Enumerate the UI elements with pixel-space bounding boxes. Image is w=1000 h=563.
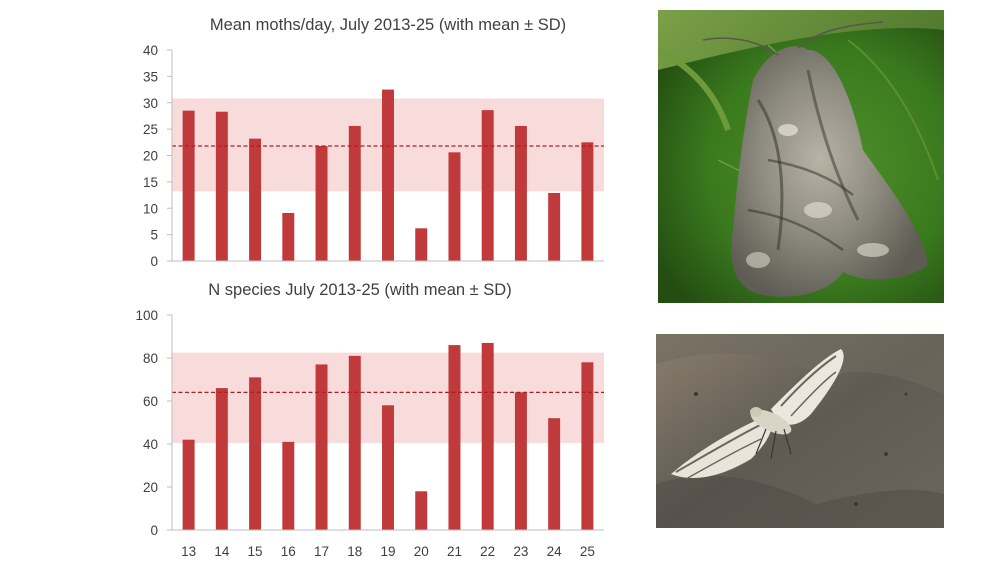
- x-tick-label: 23: [513, 544, 528, 559]
- bar-19: [382, 405, 394, 530]
- x-tick-label: 21: [447, 544, 462, 559]
- y-tick-label: 60: [143, 394, 158, 409]
- chart-n-species: N species July 2013-25 (with mean ± SD) …: [0, 275, 640, 563]
- moth-pale-pug-on-rock-photo: [656, 334, 944, 528]
- bar-15: [249, 138, 262, 261]
- y-tick-label: 40: [143, 43, 158, 58]
- moth-grey-mottled-on-leaf-photo: [658, 10, 944, 303]
- x-tick-label: 15: [248, 544, 263, 559]
- x-tick-label: 18: [347, 544, 362, 559]
- bar-14: [215, 111, 228, 261]
- bar-14: [215, 388, 228, 530]
- x-tick-label: 17: [314, 544, 329, 559]
- bar-24: [548, 192, 561, 261]
- x-tick-label: 25: [580, 544, 595, 559]
- bar-20: [415, 228, 428, 261]
- chart-title: Mean moths/day, July 2013-25 (with mean …: [210, 16, 566, 34]
- bar-23: [514, 392, 527, 530]
- y-tick-label: 10: [143, 201, 158, 216]
- x-tick-label: 22: [480, 544, 495, 559]
- bar-15: [249, 377, 262, 530]
- bar-22: [481, 342, 494, 530]
- chart-mean-moths-per-day: Mean moths/day, July 2013-25 (with mean …: [0, 0, 640, 275]
- y-tick-label: 20: [143, 480, 158, 495]
- y-tick-label: 0: [150, 254, 158, 269]
- y-tick-label: 35: [143, 69, 158, 84]
- x-tick-label: 14: [214, 544, 230, 559]
- bar-25: [581, 142, 594, 261]
- bar-13: [182, 439, 195, 530]
- x-tick-label: 20: [414, 544, 429, 559]
- y-tick-label: 100: [135, 308, 158, 323]
- bar-20: [415, 491, 428, 530]
- bar-22: [481, 110, 494, 261]
- y-tick-label: 15: [143, 175, 158, 190]
- chart-title: N species July 2013-25 (with mean ± SD): [208, 281, 511, 299]
- x-tick-label: 19: [380, 544, 395, 559]
- x-tick-label: 24: [547, 544, 563, 559]
- y-tick-label: 80: [143, 351, 158, 366]
- bar-13: [182, 110, 195, 261]
- bar-19: [382, 89, 394, 261]
- bar-16: [282, 212, 295, 261]
- bar-21: [448, 345, 461, 530]
- x-tick-label: 13: [181, 544, 196, 559]
- bar-16: [282, 441, 295, 530]
- bar-25: [581, 362, 594, 530]
- x-tick-label: 16: [281, 544, 296, 559]
- bar-18: [348, 355, 361, 530]
- y-tick-label: 40: [143, 437, 158, 452]
- bar-17: [315, 146, 328, 261]
- bar-24: [548, 418, 561, 530]
- bar-21: [448, 152, 461, 261]
- y-tick-label: 5: [150, 228, 158, 243]
- bar-23: [514, 125, 527, 262]
- y-tick-label: 20: [143, 149, 158, 164]
- bar-18: [348, 125, 361, 262]
- y-tick-label: 30: [143, 96, 158, 111]
- y-tick-label: 25: [143, 122, 158, 137]
- bar-17: [315, 364, 328, 530]
- y-tick-label: 0: [150, 523, 158, 538]
